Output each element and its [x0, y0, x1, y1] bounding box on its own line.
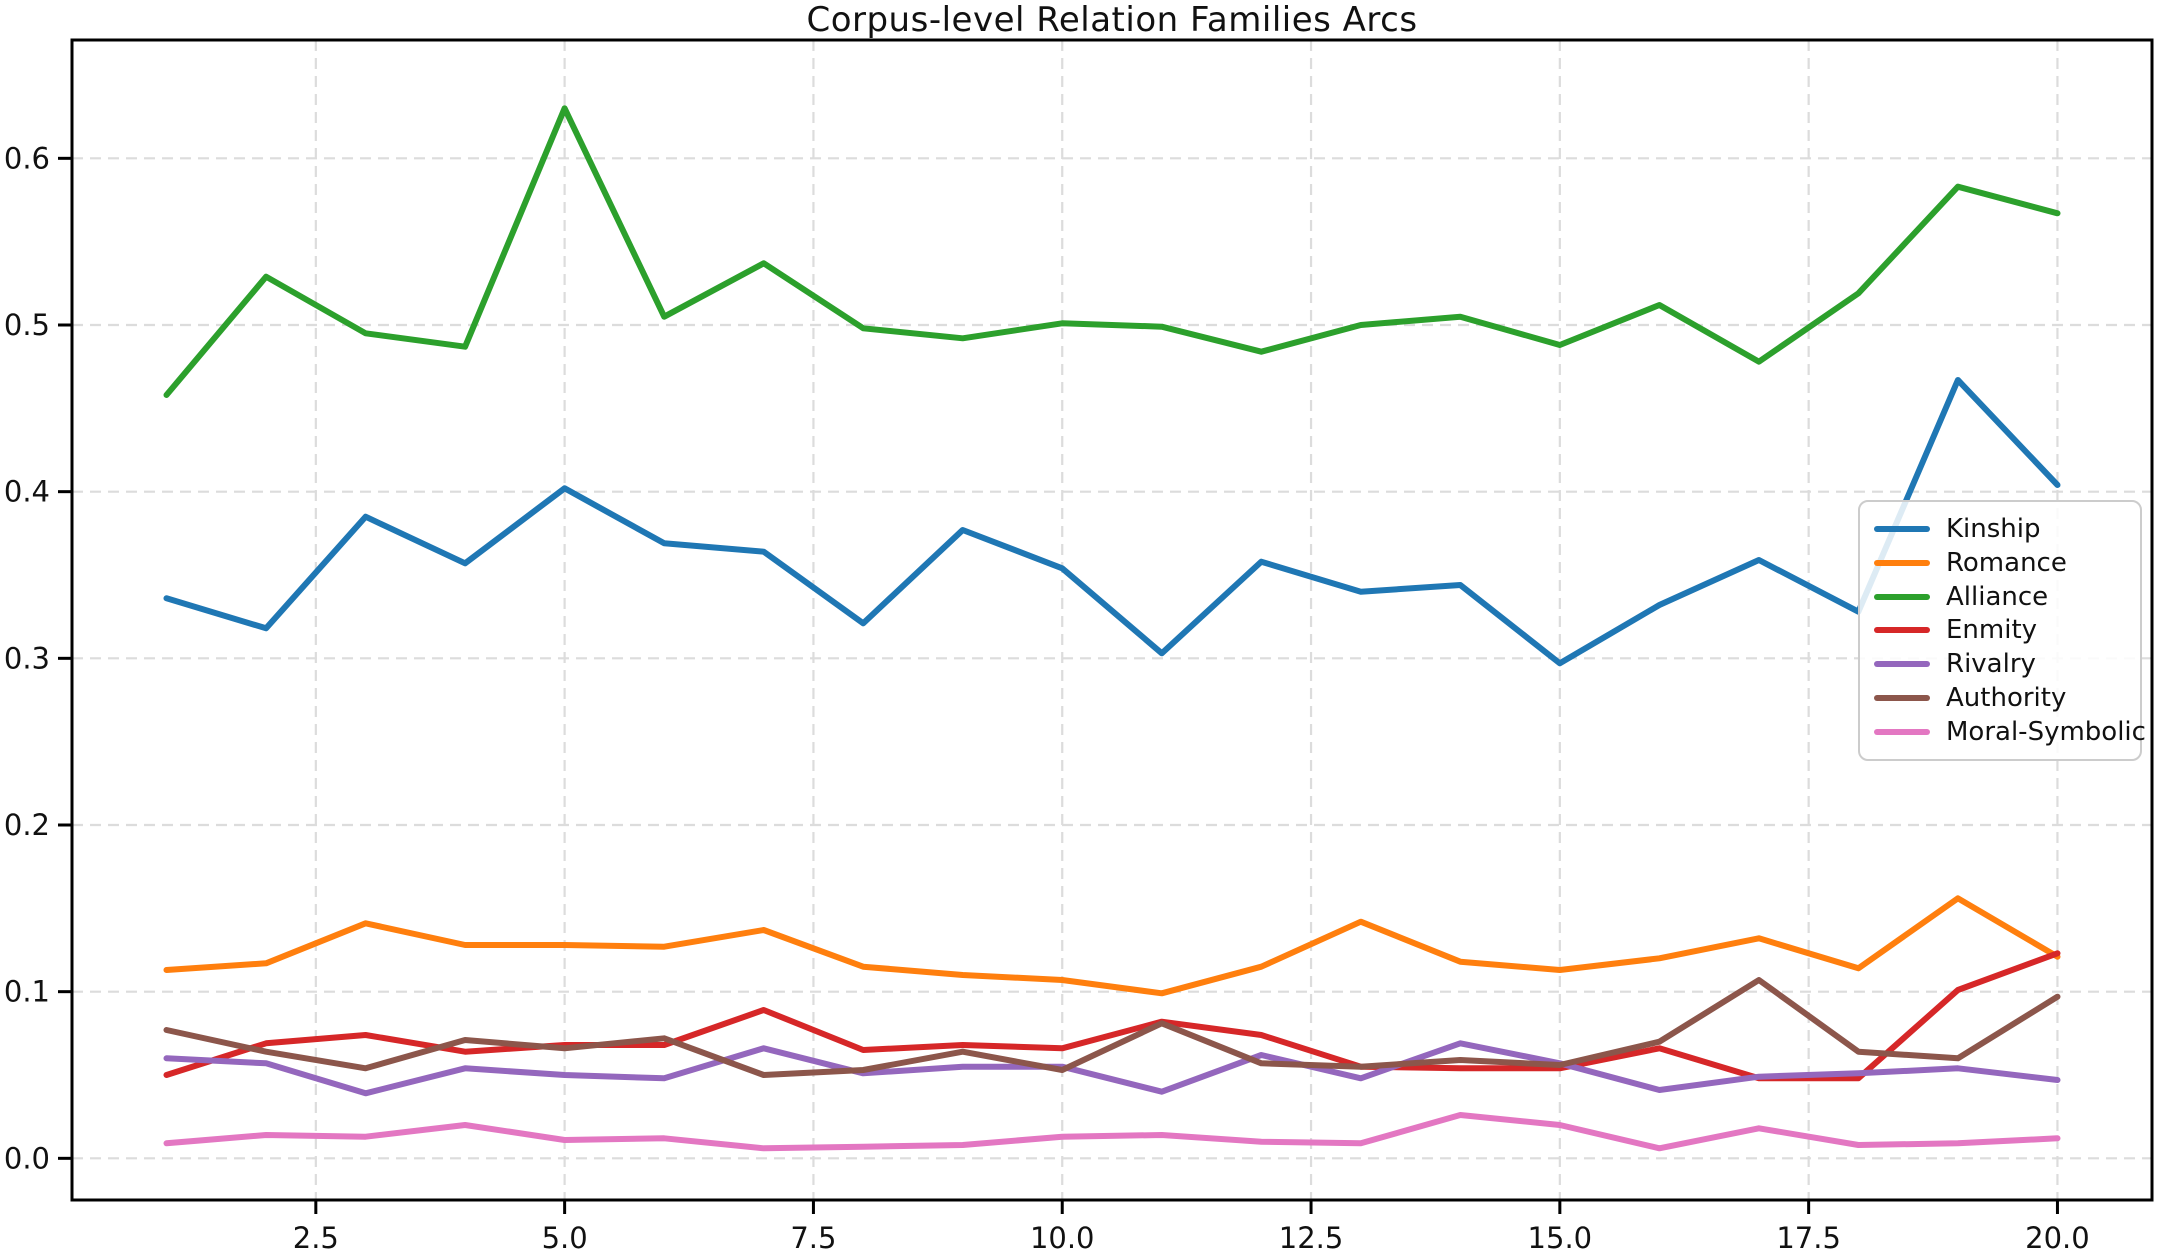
x-tick-label-12.5: 12.5: [1279, 1221, 1344, 1251]
legend-label-enmity: Enmity: [1946, 615, 2038, 646]
x-tick-label-10.0: 10.0: [1030, 1221, 1095, 1251]
x-tick-label-2.5: 2.5: [293, 1221, 339, 1251]
legend-item-rivalry: Rivalry: [1874, 649, 2126, 679]
y-tick-label-0.3: 0.3: [4, 641, 50, 675]
y-tick-label-0.1: 0.1: [4, 975, 50, 1009]
legend-label-kinship: Kinship: [1946, 514, 2041, 544]
legend-label-authority: Authority: [1946, 683, 2067, 714]
legend-item-alliance: Alliance: [1874, 582, 2126, 612]
legend-label-moral-symbolic: Moral-Symbolic: [1946, 716, 2146, 747]
legend-item-kinship: Kinship: [1874, 514, 2126, 544]
legend-swatch-rivalry: [1874, 661, 1930, 668]
legend-label-rivalry: Rivalry: [1946, 649, 2036, 680]
plot-border: [70, 38, 2154, 1202]
legend-item-authority: Authority: [1874, 683, 2126, 713]
legend-item-romance: Romance: [1874, 548, 2126, 578]
legend-swatch-kinship: [1874, 526, 1930, 532]
series-line-alliance: [163, 105, 2061, 398]
x-tick-label-7.5: 7.5: [790, 1221, 836, 1251]
chart-title: Corpus-level Relation Families Arcs: [806, 0, 1418, 40]
y-tick-label-0.6: 0.6: [4, 141, 50, 175]
x-tick-label-20.0: 20.0: [2025, 1221, 2090, 1251]
legend-item-moral-symbolic: Moral-Symbolic: [1874, 717, 2146, 747]
y-tick-label-0.2: 0.2: [4, 808, 50, 842]
series-line-rivalry: [163, 1040, 2061, 1097]
legend-swatch-alliance: [1874, 593, 1930, 600]
legend-swatch-authority: [1874, 695, 1930, 702]
series-line-moral-symbolic: [163, 1112, 2061, 1152]
legend-label-alliance: Alliance: [1946, 581, 2049, 612]
legend: Kinship Romance Alliance Enmity Rivalry Autho…: [1858, 500, 2146, 761]
series-line-kinship: [163, 377, 2061, 667]
series-line-enmity: [163, 950, 2061, 1082]
legend-swatch-moral-symbolic: [1874, 728, 1930, 735]
series-line-romance: [163, 895, 2061, 997]
y-tick-label-0.5: 0.5: [4, 308, 50, 342]
legend-swatch-enmity: [1874, 627, 1930, 634]
series-line-authority: [163, 977, 2061, 1078]
x-tick-label-15.0: 15.0: [1528, 1221, 1593, 1251]
y-tick-label-0.4: 0.4: [4, 475, 50, 509]
x-tick-label-17.5: 17.5: [1776, 1221, 1841, 1251]
legend-item-enmity: Enmity: [1874, 615, 2126, 645]
legend-swatch-romance: [1874, 559, 1930, 566]
y-tick-label-0.0: 0.0: [4, 1141, 50, 1175]
x-tick-label-5.0: 5.0: [542, 1221, 588, 1251]
legend-label-romance: Romance: [1946, 547, 2067, 578]
